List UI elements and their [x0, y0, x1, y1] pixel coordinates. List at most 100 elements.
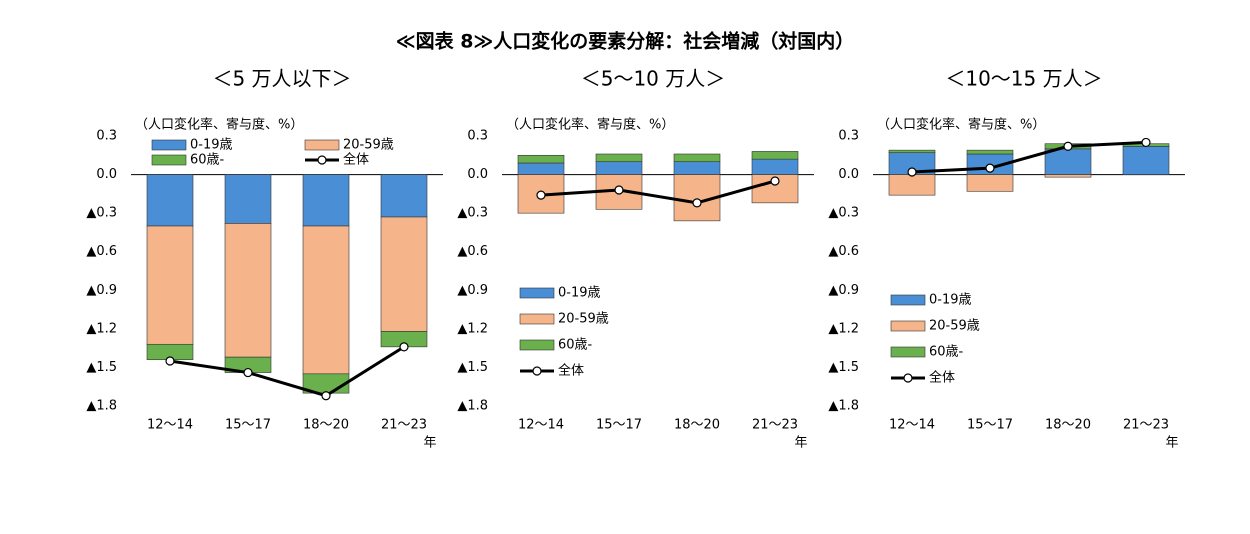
x-tick-label: 21～23 — [1123, 418, 1169, 433]
bar — [1044, 174, 1092, 178]
unit-label: （人口変化率、寄与度、%） — [135, 117, 303, 133]
legend-swatch — [151, 154, 187, 166]
legend-marker — [903, 373, 913, 383]
legend-label: 全体 — [929, 370, 955, 386]
y-tick-label: 0.3 — [467, 129, 488, 144]
legend-label: 60歳- — [190, 153, 225, 168]
line — [911, 140, 1147, 174]
bar — [380, 216, 428, 332]
y-tick-label: 0.0 — [838, 167, 859, 182]
x-tick-label: 12～14 — [889, 418, 935, 433]
line — [169, 345, 405, 398]
bar — [1044, 148, 1092, 175]
bar — [888, 149, 936, 154]
bar — [751, 151, 799, 160]
line — [540, 179, 776, 205]
line-point — [321, 391, 331, 401]
y-tick-label: ▲0.9 — [457, 283, 488, 298]
line-point — [692, 198, 702, 208]
bar — [888, 174, 936, 196]
legend-swatch — [304, 139, 340, 151]
unit-label: （人口変化率、寄与度、%） — [506, 117, 674, 133]
legend-swatch — [519, 313, 555, 325]
bar — [517, 162, 565, 175]
x-tick-label: 21～23 — [381, 418, 427, 433]
x-tick-label: 12～14 — [518, 418, 564, 433]
legend-label: 20-59歳 — [558, 312, 609, 327]
y-tick-label: ▲1.5 — [457, 360, 488, 375]
unit-label: （人口変化率、寄与度、%） — [877, 117, 1045, 133]
bar — [224, 223, 272, 358]
x-tick-label: 18～20 — [1045, 418, 1091, 433]
legend-swatch — [519, 339, 555, 351]
bar — [595, 153, 643, 163]
legend-label: 60歳- — [929, 345, 964, 360]
bar — [673, 153, 721, 163]
x-tick-label: 12～14 — [147, 418, 193, 433]
x-axis-label: 年 — [1165, 436, 1178, 451]
legend-label: 20-59歳 — [343, 138, 394, 153]
x-axis-label: 年 — [794, 436, 807, 451]
line-point — [614, 185, 624, 195]
line-point — [536, 190, 546, 200]
bar — [595, 161, 643, 175]
line-point — [907, 167, 917, 177]
legend-swatch — [519, 287, 555, 299]
bar — [302, 174, 350, 227]
legend-swatch — [890, 294, 926, 306]
legend-label: 0-19歳 — [558, 286, 601, 301]
page-title: ≪図表 8≫人口変化の要素分解：社会増減（対国内） — [396, 30, 855, 53]
bar — [146, 225, 194, 345]
legend-marker — [317, 155, 327, 165]
y-tick-label: ▲1.5 — [86, 360, 117, 375]
line-point — [165, 356, 175, 366]
bar — [751, 158, 799, 175]
y-tick-label: ▲0.6 — [457, 244, 488, 259]
y-tick-label: 0.0 — [467, 167, 488, 182]
legend-swatch — [151, 139, 187, 151]
line-point — [243, 367, 253, 378]
bar — [1122, 145, 1170, 175]
y-tick-label: ▲0.9 — [86, 283, 117, 298]
y-tick-label: ▲0.9 — [828, 283, 859, 298]
legend-marker — [532, 366, 542, 376]
y-tick-label: ▲1.2 — [457, 321, 488, 336]
bar — [673, 161, 721, 175]
line-point — [399, 342, 409, 352]
y-tick-label: ▲1.2 — [828, 321, 859, 336]
chart-title: ＜5 万人以下＞ — [212, 67, 351, 91]
line-point — [770, 176, 780, 186]
y-tick-label: ▲1.8 — [86, 399, 117, 414]
chart-title: ＜5～10 万人＞ — [581, 67, 726, 91]
bar — [966, 174, 1014, 192]
legend-label: 全体 — [343, 152, 369, 168]
x-tick-label: 15～17 — [596, 418, 642, 433]
legend-label: 20-59歳 — [929, 319, 980, 334]
legend-label: 60歳- — [558, 338, 593, 353]
y-tick-label: ▲0.3 — [86, 206, 117, 221]
bar — [302, 225, 350, 375]
line-point — [1141, 137, 1151, 148]
chart-title: ＜10～15 万人＞ — [945, 67, 1102, 91]
bar — [224, 174, 272, 224]
y-tick-label: 0.3 — [838, 129, 859, 144]
line-point — [1063, 141, 1073, 151]
y-tick-label: ▲0.3 — [828, 206, 859, 221]
x-tick-label: 21～23 — [752, 418, 798, 433]
x-tick-label: 18～20 — [674, 418, 720, 433]
y-tick-label: ▲0.3 — [457, 206, 488, 221]
x-tick-label: 18～20 — [303, 418, 349, 433]
x-tick-label: 15～17 — [225, 418, 271, 433]
x-tick-label: 15～17 — [967, 418, 1013, 433]
legend-swatch — [890, 320, 926, 332]
y-tick-label: 0.3 — [96, 129, 117, 144]
bar — [966, 149, 1014, 155]
y-tick-label: ▲0.6 — [86, 244, 117, 259]
y-tick-label: ▲1.5 — [828, 360, 859, 375]
legend-label: 0-19歳 — [190, 138, 233, 153]
legend-swatch — [890, 346, 926, 358]
x-axis-label: 年 — [423, 436, 436, 451]
y-tick-label: ▲1.8 — [457, 399, 488, 414]
bar — [146, 174, 194, 227]
